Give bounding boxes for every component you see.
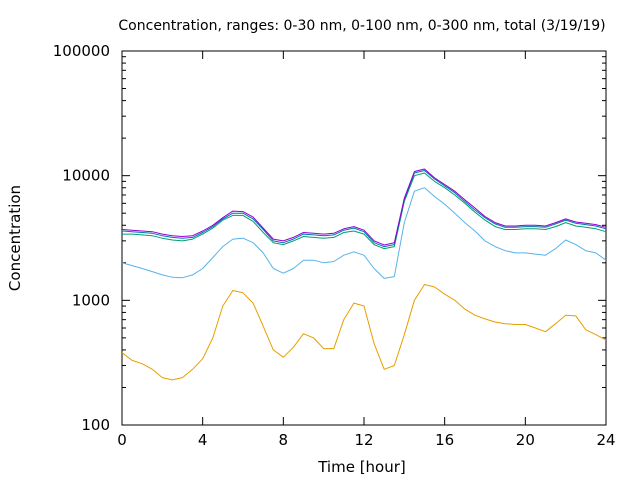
series-line: [121, 187, 607, 279]
series-lines: [121, 168, 607, 381]
x-tick-label: 0: [117, 431, 127, 449]
x-tick-label: 12: [354, 431, 373, 449]
x-tick-label: 24: [596, 431, 615, 449]
x-tick-label: 4: [198, 431, 208, 449]
x-tick-label: 8: [279, 431, 289, 449]
series-line: [121, 168, 607, 246]
chart-title: Concentration, ranges: 0-30 nm, 0-100 nm…: [118, 18, 605, 34]
x-tick-label: 16: [435, 431, 454, 449]
y-tick-label: 10000: [62, 167, 110, 185]
x-tick-label: 20: [516, 431, 535, 449]
x-axis-label: Time [hour]: [317, 458, 406, 476]
tick-labels: 0 4 8 12 16 20 24 100 1000 10000 100000: [53, 42, 616, 449]
y-tick-label: 1000: [72, 291, 110, 309]
axis-ticks: [121, 50, 607, 426]
series-line: [122, 172, 607, 250]
y-tick-label: 100000: [53, 42, 110, 60]
series-line: [121, 170, 607, 248]
series-line: [121, 284, 607, 381]
y-axis-label: Concentration: [6, 185, 24, 291]
y-tick-label: 100: [81, 416, 110, 434]
